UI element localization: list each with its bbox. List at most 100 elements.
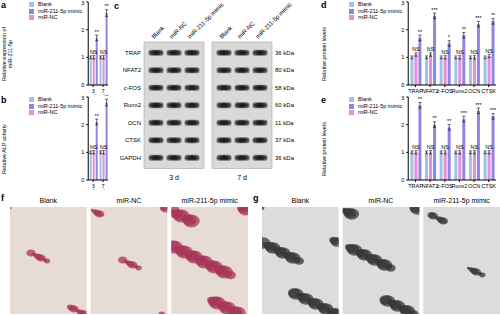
svg-text:**: ** [447,118,452,124]
svg-text:NS: NS [485,48,492,54]
svg-text:CTSK: CTSK [481,88,492,94]
svg-text:1: 1 [401,149,404,155]
svg-text:GAPDH: GAPDH [120,155,141,161]
svg-text:miR-211-5p mimic: miR-211-5p mimic [186,1,225,40]
svg-text:c: c [114,1,119,11]
svg-text:***: *** [475,15,482,21]
svg-text:3: 3 [401,95,404,101]
svg-text:miR-NC: miR-NC [369,197,394,204]
svg-text:0: 0 [401,177,404,183]
svg-text:miR-211-5p mimic: miR-211-5p mimic [182,197,239,205]
html-text:miR-NC: miR-NC [38,14,58,20]
svg-text:**: ** [491,12,492,18]
svg-text:NS: NS [471,49,479,55]
svg-text:NS: NS [456,144,464,150]
svg-text:**: ** [95,29,100,35]
svg-text:NS: NS [441,144,449,150]
svg-text:**: ** [104,95,109,99]
svg-text:7 d: 7 d [237,174,247,181]
svg-text:2: 2 [401,27,404,33]
svg-text:NS: NS [456,49,464,55]
html-text:TRAP NFAT2: TRAP NFAT2 [408,87,439,94]
svg-text:NS: NS [90,144,98,150]
svg-text:37 kDa: 37 kDa [275,137,295,143]
svg-text:*: * [448,34,451,40]
svg-text:7d: 7d [102,88,105,95]
svg-text:**: ** [462,26,467,32]
svg-text:OCN: OCN [468,88,480,94]
html-text:TRAP NFAT2: TRAP NFAT2 [408,182,439,189]
svg-text:miR-NC: miR-NC [117,197,142,204]
svg-text:**: ** [418,29,423,35]
svg-text:2: 2 [81,122,84,128]
html-text:b: b [1,95,7,105]
svg-text:***: *** [490,107,492,113]
svg-text:NS: NS [485,144,492,150]
svg-text:TRAP: TRAP [125,50,141,56]
svg-text:1: 1 [401,54,404,60]
svg-text:Runx2: Runx2 [451,183,467,189]
svg-text:NS: NS [100,144,108,150]
svg-text:Blank: Blank [150,24,166,40]
svg-text:60 kDa: 60 kDa [275,102,295,108]
svg-text:CTSK: CTSK [125,137,141,143]
html-text:Relative expression of miR-211: Relative expression of miR-211-5p [1,26,13,82]
svg-text:**: ** [95,113,100,119]
svg-text:NS: NS [427,144,435,150]
svg-text:OCN: OCN [128,120,141,126]
svg-text:**: ** [104,3,109,9]
svg-text:0: 0 [81,82,84,88]
svg-text:Blank: Blank [218,24,234,40]
svg-text:miR-NC: miR-NC [168,20,188,40]
svg-text:Blank: Blank [40,197,58,204]
svg-text:NFAT2: NFAT2 [123,67,142,73]
svg-text:1: 1 [81,54,84,60]
svg-text:80 kDa: 80 kDa [275,67,295,73]
svg-text:3: 3 [81,0,84,6]
html-text:Blank: Blank [38,1,52,7]
svg-text:miR-NC: miR-NC [236,20,256,40]
svg-text:c-FOS: c-FOS [436,87,453,94]
svg-text:1: 1 [81,149,84,155]
svg-text:g: g [253,193,259,203]
svg-text:***: *** [475,102,482,108]
svg-text:Runx2: Runx2 [124,102,142,108]
svg-text:***: *** [431,7,438,13]
svg-text:2: 2 [81,27,84,33]
svg-text:CTSK: CTSK [481,183,492,189]
html-text:miR-211-5p mimic: miR-211-5p mimic [38,7,83,14]
html-text:miR-211-5p mimic: miR-211-5p mimic [358,102,403,109]
svg-text:NS: NS [427,46,435,52]
svg-text:c-FOS: c-FOS [436,182,453,189]
svg-text:miR-211-5p mimic: miR-211-5p mimic [434,197,491,205]
svg-text:NS: NS [412,144,420,150]
svg-text:36 kDa: 36 kDa [275,155,295,161]
svg-text:miR-211-5p mimic: miR-211-5p mimic [254,1,292,39]
svg-text:Runx2: Runx2 [451,88,467,94]
svg-text:Blank: Blank [292,197,310,204]
html-text:miR-211-5p mimic: miR-211-5p mimic [358,7,403,14]
svg-text:3d: 3d [92,183,95,190]
svg-text:0: 0 [81,177,84,183]
svg-text:**: ** [418,96,423,102]
svg-text:**: ** [432,115,437,121]
svg-text:58 kDa: 58 kDa [275,85,295,91]
svg-text:OCN: OCN [468,183,480,189]
svg-text:***: *** [461,110,468,116]
svg-text:3: 3 [81,95,84,101]
svg-text:NS: NS [441,49,449,55]
svg-text:NS: NS [100,49,108,55]
svg-text:c-FOS: c-FOS [124,85,141,91]
svg-text:3d: 3d [92,88,95,95]
svg-text:36 kDa: 36 kDa [275,50,295,56]
svg-text:0: 0 [401,82,404,88]
html-text:miR-211-5p mimic: miR-211-5p mimic [38,102,83,109]
svg-text:3 d: 3 d [169,174,179,181]
svg-text:NS: NS [412,46,420,52]
svg-text:NS: NS [471,144,479,150]
svg-text:NS: NS [90,49,98,55]
svg-text:11 kDa: 11 kDa [275,120,294,126]
svg-text:2: 2 [401,122,404,128]
svg-text:3: 3 [401,0,404,6]
svg-text:7d: 7d [102,183,105,190]
